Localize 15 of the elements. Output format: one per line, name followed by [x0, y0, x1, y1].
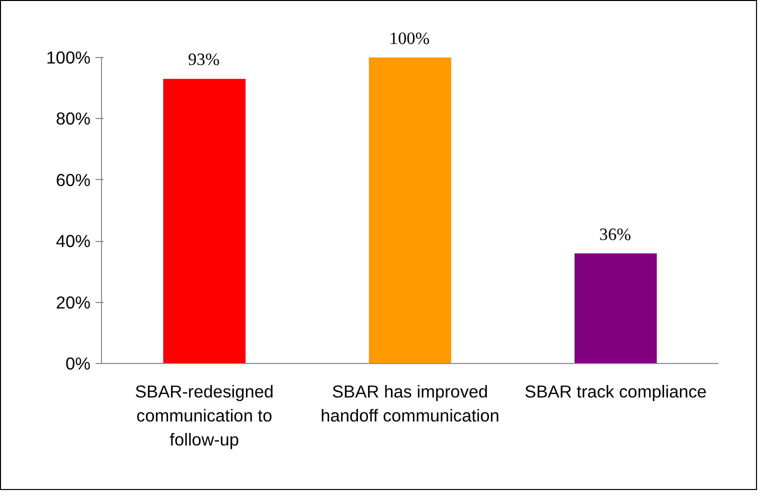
y-tick-label: 100% — [46, 48, 91, 68]
x-tick-label: SBAR has improved handoff communication — [320, 382, 500, 426]
bar — [574, 253, 657, 364]
data-label: 100% — [389, 29, 430, 49]
bar — [163, 78, 246, 364]
x-tick-label: SBAR-redesigned communication to follow-up — [134, 382, 274, 450]
y-tick-label: 60% — [56, 170, 91, 190]
x-tick-label: SBAR track compliance — [524, 382, 707, 402]
y-tick-label: 20% — [56, 292, 91, 312]
data-label: 93% — [188, 50, 220, 70]
y-tick-label: 80% — [56, 108, 91, 129]
y-tick-label: 40% — [56, 231, 91, 252]
y-tick-label: 0% — [65, 354, 90, 374]
bar — [368, 58, 452, 364]
data-label: 36% — [599, 224, 632, 245]
